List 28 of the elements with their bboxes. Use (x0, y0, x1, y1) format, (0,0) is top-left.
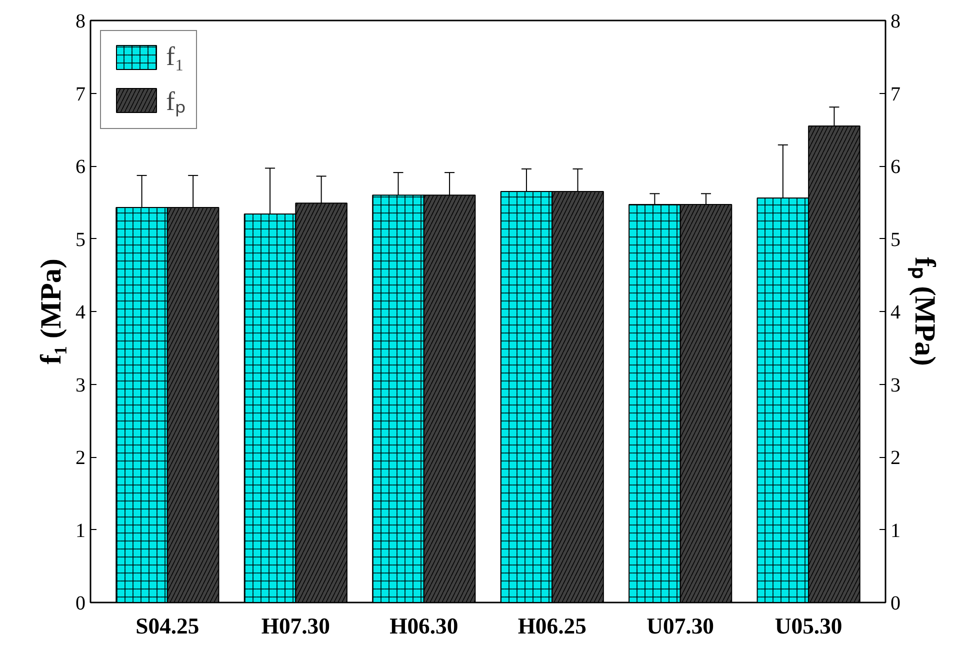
y2-tick-label: 8 (890, 10, 900, 32)
x-tick-label: S04.25 (136, 614, 200, 638)
x-tick-label: H07.30 (261, 614, 330, 638)
y2-tick-label: 1 (890, 520, 900, 542)
y-tick-label: 3 (76, 374, 86, 396)
legend-label: fₚ (166, 85, 186, 118)
y2-tick-label: 3 (890, 374, 900, 396)
x-tick-label: H06.25 (518, 614, 586, 638)
x-tick-label: H06.30 (390, 614, 458, 638)
y-tick-label: 7 (76, 83, 86, 106)
y2-tick-label: 2 (890, 447, 900, 469)
y-tick-label: 4 (76, 302, 86, 324)
y-tick-label: 1 (76, 520, 86, 542)
y-tick-label: 6 (76, 156, 86, 178)
x-tick-label: U05.30 (774, 614, 842, 638)
y-tick-label: 0 (76, 592, 86, 614)
x-tick-label: U07.30 (646, 614, 714, 638)
y2-tick-label: 4 (890, 302, 900, 324)
y-tick-label: 2 (76, 447, 86, 469)
y-tick-label: 8 (76, 10, 86, 32)
y2-tick-label: 6 (890, 156, 900, 178)
y2-tick-label: 0 (890, 592, 900, 614)
y2-axis-title: fₚ (MPa) (908, 257, 940, 366)
legend-label: f₁ (166, 41, 186, 72)
y2-tick-label: 7 (890, 83, 900, 106)
y-tick-label: 5 (76, 228, 86, 251)
y2-tick-label: 5 (890, 228, 900, 251)
y-axis-title: f₁ (MPa) (36, 258, 68, 364)
